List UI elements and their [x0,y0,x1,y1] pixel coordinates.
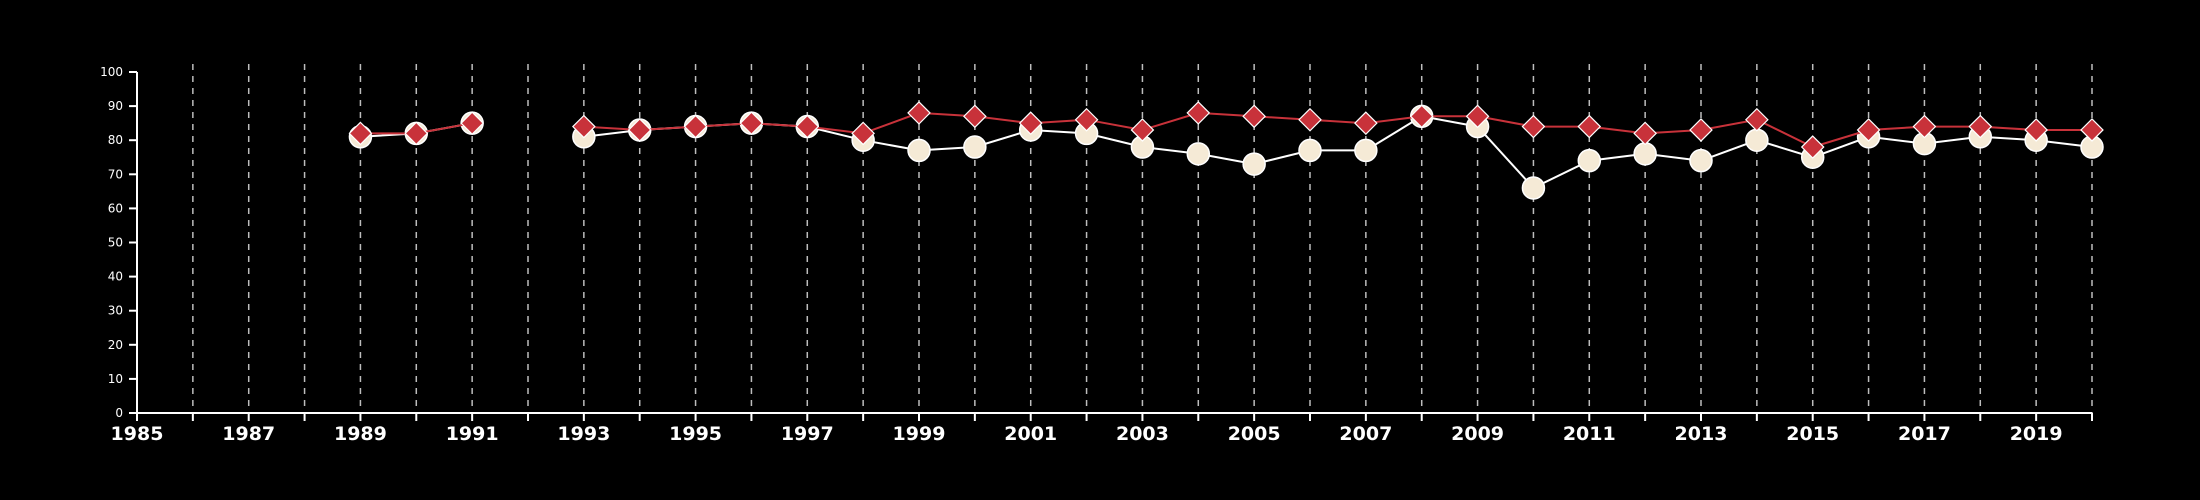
y-tick-label: 20 [108,338,123,352]
x-tick-label: 2009 [1451,423,1504,445]
x-tick-label: 1991 [446,423,499,445]
y-tick-label: 60 [108,201,123,215]
y-tick-label: 10 [108,372,123,386]
data-point-diamond [404,121,429,146]
x-tick-label: 1985 [111,423,164,445]
data-point-diamond [1521,114,1546,139]
x-tick-label: 1999 [893,423,946,445]
data-point-diamond [963,104,987,129]
x-tick-label: 1993 [557,423,610,445]
data-point-circle [1633,142,1657,166]
series-0 [348,104,2104,200]
x-tick-label: 2001 [1004,423,1057,445]
data-point-diamond [795,114,820,139]
x-tick-label: 2007 [1339,423,1392,445]
y-tick-label: 50 [108,236,123,250]
y-tick-label: 90 [108,99,123,113]
data-point-diamond [1689,118,1713,142]
x-tick-label: 2013 [1675,423,1728,445]
x-tick-label: 1989 [334,423,387,445]
data-point-circle [1354,138,1378,163]
data-point-circle [1689,148,1713,173]
x-tick-label: 2017 [1898,423,1951,445]
data-point-diamond [1577,114,1602,139]
y-tick-label: 70 [108,167,123,181]
x-tick-label: 2019 [2010,423,2063,445]
x-tick-label: 2003 [1116,423,1169,445]
data-point-circle [1521,176,1546,200]
y-tick-label: 40 [108,270,123,284]
y-tick-label: 0 [115,406,123,420]
series-1 [348,101,2104,159]
data-point-circle [1242,152,1266,176]
data-point-diamond [1298,107,1322,132]
axes: 0 10 20 30 40 50 60 70 80 90 100 1985 1987 1989 1991 19… [100,65,2093,445]
x-tick-label: 1995 [669,423,722,445]
x-tick-label: 1997 [781,423,834,445]
data-point-circle [907,138,931,163]
data-point-diamond [1633,121,1657,146]
y-tick-label: 30 [108,304,123,318]
data-point-diamond [1186,101,1211,125]
data-point-circle [1186,142,1211,166]
series [348,101,2104,200]
data-point-circle [1577,148,1602,173]
data-point-diamond [907,101,931,125]
data-point-diamond [1409,104,1434,129]
data-point-diamond [1912,114,1937,139]
data-point-diamond [460,111,484,135]
data-point-diamond [1968,114,1993,139]
x-tick-label: 1987 [222,423,275,445]
data-point-diamond [1745,107,1769,132]
y-tick-label: 80 [108,133,123,147]
data-point-diamond [1856,118,1881,142]
series-line [583,111,2092,149]
data-point-diamond [572,114,596,139]
data-point-circle [1745,128,1769,152]
data-point-diamond [1465,104,1490,129]
x-tick-label: 2011 [1563,423,1616,445]
data-point-diamond [1242,104,1266,129]
data-point-diamond [2024,118,2048,142]
data-point-diamond [1074,107,1099,132]
data-point-diamond [683,114,708,139]
data-point-diamond [627,118,652,142]
data-point-diamond [1130,118,1155,142]
data-point-circle [963,135,987,159]
x-tick-label: 2015 [1786,423,1839,445]
data-point-circle [1298,138,1322,163]
data-point-diamond [2080,118,2104,142]
y-tick-label: 100 [100,65,123,79]
series-line [583,115,2093,190]
data-point-diamond [851,121,875,146]
data-point-diamond [348,121,373,146]
data-point-diamond [1018,111,1043,135]
x-tick-label: 2005 [1228,423,1281,445]
grid-lines [192,64,2093,413]
data-point-diamond [739,111,764,135]
data-point-diamond [1800,135,1825,159]
data-point-diamond [1354,111,1378,135]
